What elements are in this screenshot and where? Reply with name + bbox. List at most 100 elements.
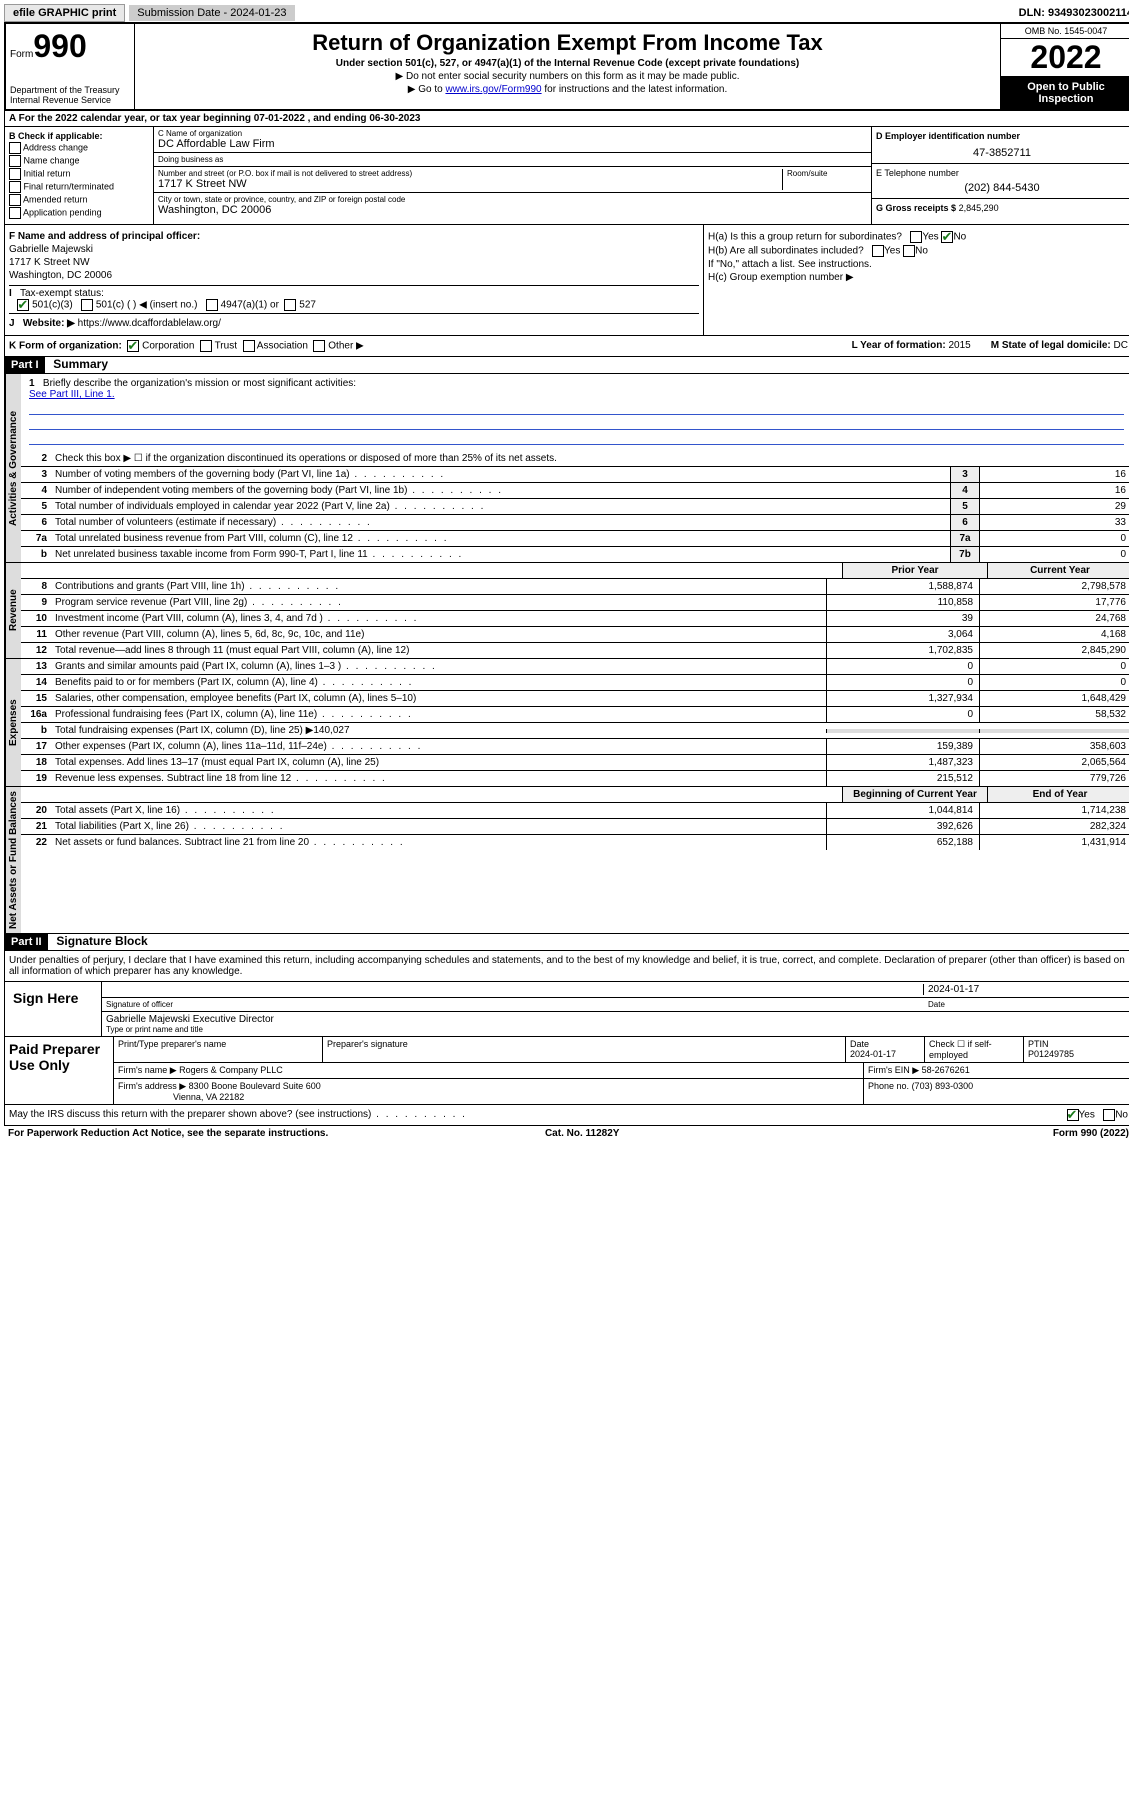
line-16a: 16aProfessional fundraising fees (Part I…	[21, 707, 1129, 723]
topbar: efile GRAPHIC print Submission Date - 20…	[4, 4, 1129, 22]
line-19: 19Revenue less expenses. Subtract line 1…	[21, 771, 1129, 786]
hdr-beginning: Beginning of Current Year	[842, 787, 987, 802]
omb-number: OMB No. 1545-0047	[1001, 24, 1129, 39]
k-trust[interactable]	[200, 340, 212, 352]
part2-hdr: Part II	[5, 934, 48, 950]
irs-label: Internal Revenue Service	[10, 95, 130, 105]
ha-no[interactable]	[941, 231, 953, 243]
sig-officer-label: Signature of officer	[106, 1000, 924, 1009]
pra-notice: For Paperwork Reduction Act Notice, see …	[8, 1128, 328, 1139]
sig-name-line: Gabrielle Majewski Executive Director Ty…	[102, 1012, 1129, 1036]
k-line: K Form of organization: Corporation Trus…	[4, 336, 1129, 357]
dept-treasury: Department of the Treasury	[10, 85, 130, 95]
chk-name-change[interactable]: Name change	[9, 155, 149, 167]
prep-row-3: Firm's address ▶ 8300 Boone Boulevard Su…	[114, 1079, 1129, 1104]
mission-block: 1 Briefly describe the organization's mi…	[21, 374, 1129, 451]
officer-addr1: 1717 K Street NW	[9, 257, 699, 268]
header-right: OMB No. 1545-0047 2022 Open to Public In…	[1000, 24, 1129, 109]
vtab-activities: Activities & Governance	[5, 374, 21, 562]
line-5: 5Total number of individuals employed in…	[21, 499, 1129, 515]
line-21: 21Total liabilities (Part X, line 26)392…	[21, 819, 1129, 835]
phone-row: E Telephone number (202) 844-5430	[872, 164, 1129, 199]
dln: DLN: 93493023002114	[1019, 7, 1129, 19]
tax-year: 2022	[1001, 39, 1129, 77]
paid-preparer-label: Paid Preparer Use Only	[5, 1037, 113, 1104]
addr-value: 1717 K Street NW	[158, 178, 782, 190]
open-public: Open to Public Inspection	[1001, 77, 1129, 109]
prep-self-emp: Check ☐ if self-employed	[925, 1037, 1024, 1062]
chk-application-pending[interactable]: Application pending	[9, 207, 149, 219]
vtab-revenue: Revenue	[5, 563, 21, 658]
efile-print-button[interactable]: efile GRAPHIC print	[4, 4, 125, 22]
f-label: F Name and address of principal officer:	[9, 231, 200, 242]
part2-title: Signature Block	[50, 932, 153, 950]
line-8: 8Contributions and grants (Part VIII, li…	[21, 579, 1129, 595]
addr-row: Number and street (or P.O. box if mail i…	[154, 167, 871, 193]
discuss-no[interactable]	[1103, 1109, 1115, 1121]
hb-no[interactable]	[903, 245, 915, 257]
officer-name: Gabrielle Majewski	[9, 244, 699, 255]
firm-phone-label: Phone no.	[868, 1081, 909, 1091]
b-title: B Check if applicable:	[9, 131, 149, 141]
discuss-text: May the IRS discuss this return with the…	[9, 1109, 1067, 1121]
line-9: 9Program service revenue (Part VIII, lin…	[21, 595, 1129, 611]
sign-here-row: Sign Here 2024-01-17 Signature of office…	[5, 981, 1129, 1036]
signer-name: Gabrielle Majewski Executive Director	[106, 1014, 1128, 1025]
hdr-prior-year: Prior Year	[842, 563, 987, 578]
chk-527[interactable]	[284, 299, 296, 311]
l-label: L Year of formation:	[852, 340, 946, 351]
part2-header-row: Part II Signature Block	[4, 934, 1129, 951]
room-label: Room/suite	[787, 169, 867, 178]
chk-501c[interactable]	[81, 299, 93, 311]
col-c-org-info: C Name of organization DC Affordable Law…	[154, 127, 871, 224]
see-part-iii-link[interactable]: See Part III, Line 1.	[29, 389, 115, 400]
k-corp[interactable]	[127, 340, 139, 352]
date-label: Date	[924, 1000, 1128, 1009]
chk-initial-return[interactable]: Initial return	[9, 168, 149, 180]
gross-label: G Gross receipts $	[876, 203, 956, 213]
firm-ein: 58-2676261	[922, 1065, 970, 1075]
l-value: 2015	[948, 340, 970, 351]
sig-date: 2024-01-17	[923, 984, 1128, 995]
prep-sig-label: Preparer's signature	[323, 1037, 846, 1062]
firm-addr-label: Firm's address ▶	[118, 1081, 186, 1091]
cat-no: Cat. No. 11282Y	[545, 1128, 619, 1139]
chk-final-return[interactable]: Final return/terminated	[9, 181, 149, 193]
org-name: DC Affordable Law Firm	[158, 138, 867, 150]
header-left: Form990 Department of the Treasury Inter…	[6, 24, 135, 109]
org-name-label: C Name of organization	[158, 129, 867, 138]
part1-header-row: Part I Summary	[4, 357, 1129, 374]
expenses-block: Expenses 13Grants and similar amounts pa…	[4, 659, 1129, 787]
hb-yes[interactable]	[872, 245, 884, 257]
line-15: 15Salaries, other compensation, employee…	[21, 691, 1129, 707]
city-row: City or town, state or province, country…	[154, 193, 871, 218]
k-assoc[interactable]	[243, 340, 255, 352]
irs-form990-link[interactable]: www.irs.gov/Form990	[445, 84, 541, 95]
line-3: 3Number of voting members of the governi…	[21, 467, 1129, 483]
part1-title: Summary	[47, 355, 114, 373]
mission-line-3	[29, 432, 1124, 445]
discuss-yes[interactable]	[1067, 1109, 1079, 1121]
chk-address-change[interactable]: Address change	[9, 142, 149, 154]
perjury-declaration: Under penalties of perjury, I declare th…	[5, 951, 1129, 981]
signer-name-label: Type or print name and title	[106, 1025, 1128, 1034]
sig-labels-line: Signature of officer Date	[102, 998, 1129, 1012]
firm-name-label: Firm's name ▶	[118, 1065, 177, 1075]
hb-row: H(b) Are all subordinates included? Yes …	[708, 245, 1128, 257]
chk-501c3[interactable]	[17, 299, 29, 311]
website-url: https://www.dcaffordablelaw.org/	[78, 318, 221, 329]
line-13: 13Grants and similar amounts paid (Part …	[21, 659, 1129, 675]
chk-amended-return[interactable]: Amended return	[9, 194, 149, 206]
form-number: 990	[33, 28, 86, 64]
k-other[interactable]	[313, 340, 325, 352]
line-4: 4Number of independent voting members of…	[21, 483, 1129, 499]
phone-value: (202) 844-5430	[876, 182, 1128, 194]
prep-row-2: Firm's name ▶ Rogers & Company PLLC Firm…	[114, 1063, 1129, 1079]
form-subtitle: Under section 501(c), 527, or 4947(a)(1)…	[139, 58, 996, 69]
chk-4947[interactable]	[206, 299, 218, 311]
hdr-end-year: End of Year	[987, 787, 1129, 802]
k-right: L Year of formation: 2015 M State of leg…	[852, 340, 1128, 352]
ein-row: D Employer identification number 47-3852…	[872, 127, 1129, 164]
ssn-warning: ▶ Do not enter social security numbers o…	[139, 71, 996, 82]
ha-yes[interactable]	[910, 231, 922, 243]
